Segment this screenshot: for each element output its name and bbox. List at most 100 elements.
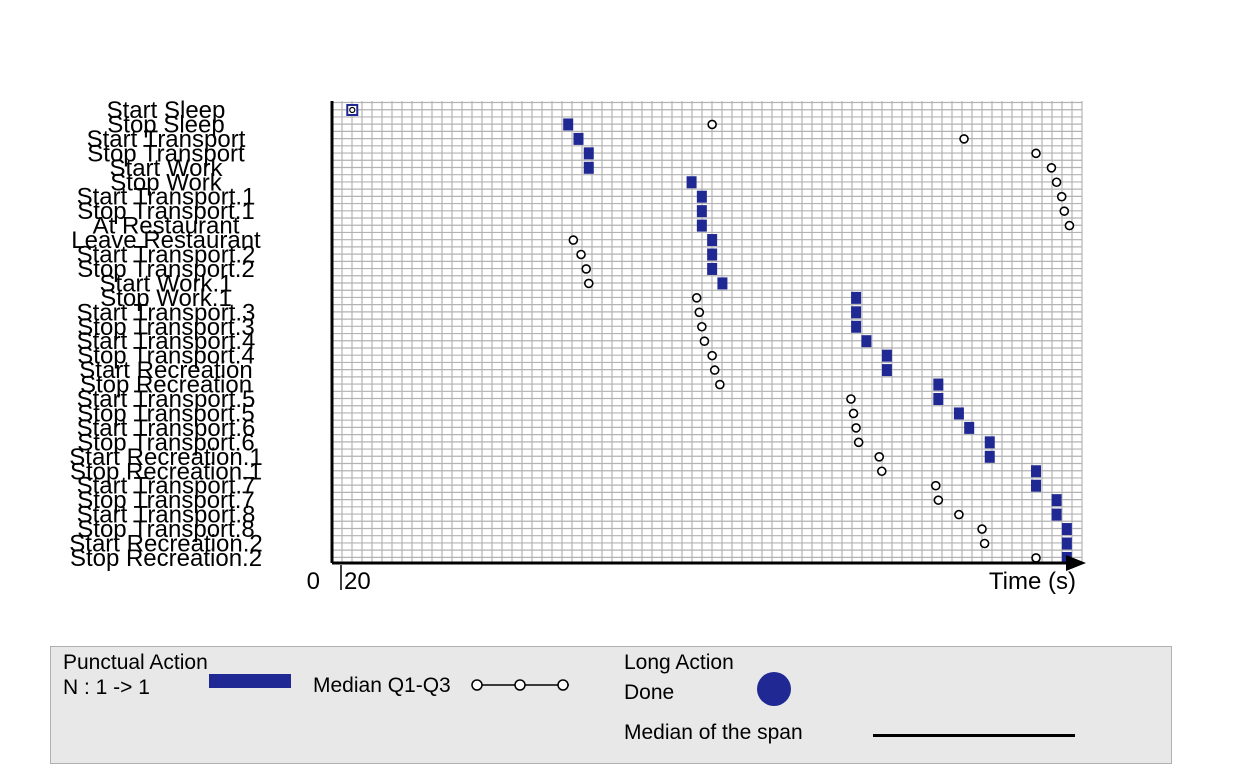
- whisker-start-recreation-1: [874, 451, 885, 462]
- whisker-stop-transport-7: [933, 495, 944, 505]
- median-marker-leave-restaurant: [707, 234, 718, 247]
- median-marker-stop-recreation: [933, 378, 944, 391]
- quartile-point: [1056, 191, 1067, 202]
- median-marker-start-transport: [573, 132, 584, 145]
- quartile-point: [709, 365, 720, 375]
- whisker-stop-transport: [1031, 148, 1041, 159]
- quartile-point: [715, 379, 725, 390]
- quartile-point: [954, 509, 964, 520]
- y-label-stop-work-1: Stop Work.1: [100, 285, 232, 312]
- whisker-start-transport: [959, 134, 969, 144]
- y-label-start-transport-3: Start Transport.3: [77, 299, 256, 326]
- y-label-stop-recreation-1: Stop Recreation.1: [70, 458, 262, 485]
- median-marker-start-transport-5: [933, 393, 944, 405]
- whisker-leave-restaurant: [568, 235, 579, 245]
- y-label-start-work-1: Start Work.1: [100, 270, 233, 297]
- quartile-point: [1031, 148, 1041, 159]
- median-marker-stop-transport-2: [707, 262, 718, 275]
- y-label-start-transport-4: Start Transport.4: [77, 328, 256, 355]
- y-label-stop-transport-1: Stop Transport.1: [77, 198, 254, 225]
- y-label-start-transport-6: Start Transport.6: [77, 415, 256, 442]
- whisker-start-transport-4: [699, 336, 710, 347]
- median-marker-stop-sleep: [563, 118, 574, 131]
- y-label-start-work: Start Work: [110, 155, 224, 182]
- y-label-stop-sleep: Stop Sleep: [107, 111, 224, 138]
- y-label-start-transport: Start Transport: [87, 126, 246, 153]
- median-markers: [346, 104, 1072, 564]
- legend-median-bar-swatch: [209, 674, 291, 688]
- y-label-stop-work: Stop Work: [110, 169, 223, 196]
- quartile-point: [851, 423, 861, 433]
- median-marker-stop-work: [686, 176, 697, 189]
- axes: [330, 101, 1086, 590]
- median-marker-stop-transport-7: [1051, 494, 1062, 507]
- y-label-start-transport-5: Start Transport.5: [77, 386, 256, 413]
- median-marker-start-transport-2: [707, 248, 718, 261]
- x-tick-label-20: 20: [344, 568, 371, 595]
- quartile-whiskers: [568, 119, 1075, 563]
- median-marker-stop-transport-6: [984, 436, 995, 449]
- median-marker-start-transport-7: [1031, 479, 1042, 492]
- x-tick-label-0: 0: [307, 568, 320, 595]
- whisker-start-work-1: [583, 278, 594, 289]
- whisker-stop-transport-6: [853, 437, 864, 448]
- legend-median-q-label: Median Q1-Q3: [313, 674, 451, 697]
- median-marker-start-work: [583, 161, 594, 174]
- quartile-point: [959, 134, 969, 144]
- quartile-point: [846, 394, 856, 404]
- quartile-point: [576, 249, 586, 260]
- quartile-point: [697, 321, 707, 332]
- quartile-point: [707, 119, 717, 130]
- quartile-point: [933, 495, 944, 505]
- whisker-start-recreation: [709, 365, 720, 375]
- quartile-point: [1059, 206, 1070, 216]
- quartile-point: [568, 235, 579, 245]
- median-marker-stop-transport-5: [953, 407, 964, 420]
- x-axis-title: Time (s): [989, 568, 1076, 595]
- y-label-stop-recreation: Stop Recreation: [80, 372, 252, 399]
- y-label-start-recreation-2: Start Recreation.2: [69, 531, 262, 558]
- quartile-point: [853, 437, 864, 448]
- whisker-stop-work: [1051, 177, 1062, 188]
- legend-whisker-swatch: [471, 679, 569, 691]
- whisker-start-transport-2: [576, 249, 586, 260]
- quartile-point: [1064, 220, 1075, 231]
- y-label-at-restaurant: At Restaurant: [93, 213, 240, 240]
- median-marker-start-work-1: [717, 277, 728, 290]
- quartile-point: [707, 350, 717, 361]
- median-marker-start-transport-4: [861, 335, 872, 348]
- quartile-point: [874, 451, 885, 462]
- median-marker-stop-work-1: [851, 291, 862, 304]
- whisker-start-recreation-2: [979, 538, 990, 549]
- whisker-start-transport-8: [954, 509, 964, 520]
- median-marker-stop-recreation-1: [1031, 465, 1042, 478]
- legend-done-dot: [757, 672, 791, 706]
- quartile-point: [1046, 163, 1057, 173]
- median-marker-start-recreation-1: [984, 450, 995, 463]
- y-label-stop-recreation-2: Stop Recreation.2: [70, 545, 262, 572]
- legend-punctual-n: N : 1 -> 1: [63, 676, 150, 699]
- y-label-stop-transport-8: Stop Transport.8: [77, 516, 254, 543]
- median-marker-start-recreation: [881, 364, 892, 377]
- y-label-start-transport-1: Start Transport.1: [77, 184, 256, 211]
- whisker-start-transport-3: [694, 307, 705, 318]
- whisker-stop-transport-1: [1059, 206, 1070, 216]
- median-marker-start-transport-1: [696, 190, 707, 203]
- whisker-start-transport-6: [851, 423, 861, 433]
- y-label-start-recreation-1: Start Recreation.1: [69, 444, 262, 471]
- legend-punctual-title: Punctual Action: [63, 651, 208, 674]
- y-label-start-transport-8: Start Transport.8: [77, 502, 256, 529]
- y-label-leave-restaurant: Leave Restaurant: [71, 227, 261, 254]
- y-label-start-recreation: Start Recreation: [79, 357, 252, 384]
- quartile-point: [1031, 553, 1041, 563]
- whisker-start-transport-7: [930, 480, 941, 491]
- whisker-start-transport-1: [1056, 191, 1067, 202]
- median-marker-start-transport-3: [851, 306, 862, 319]
- whisker-stop-sleep: [707, 119, 717, 130]
- whisker-stop-transport-5: [848, 408, 859, 419]
- median-marker-stop-transport-1: [696, 205, 707, 218]
- y-label-stop-transport-2: Stop Transport.2: [77, 256, 254, 283]
- quartile-point: [581, 264, 591, 274]
